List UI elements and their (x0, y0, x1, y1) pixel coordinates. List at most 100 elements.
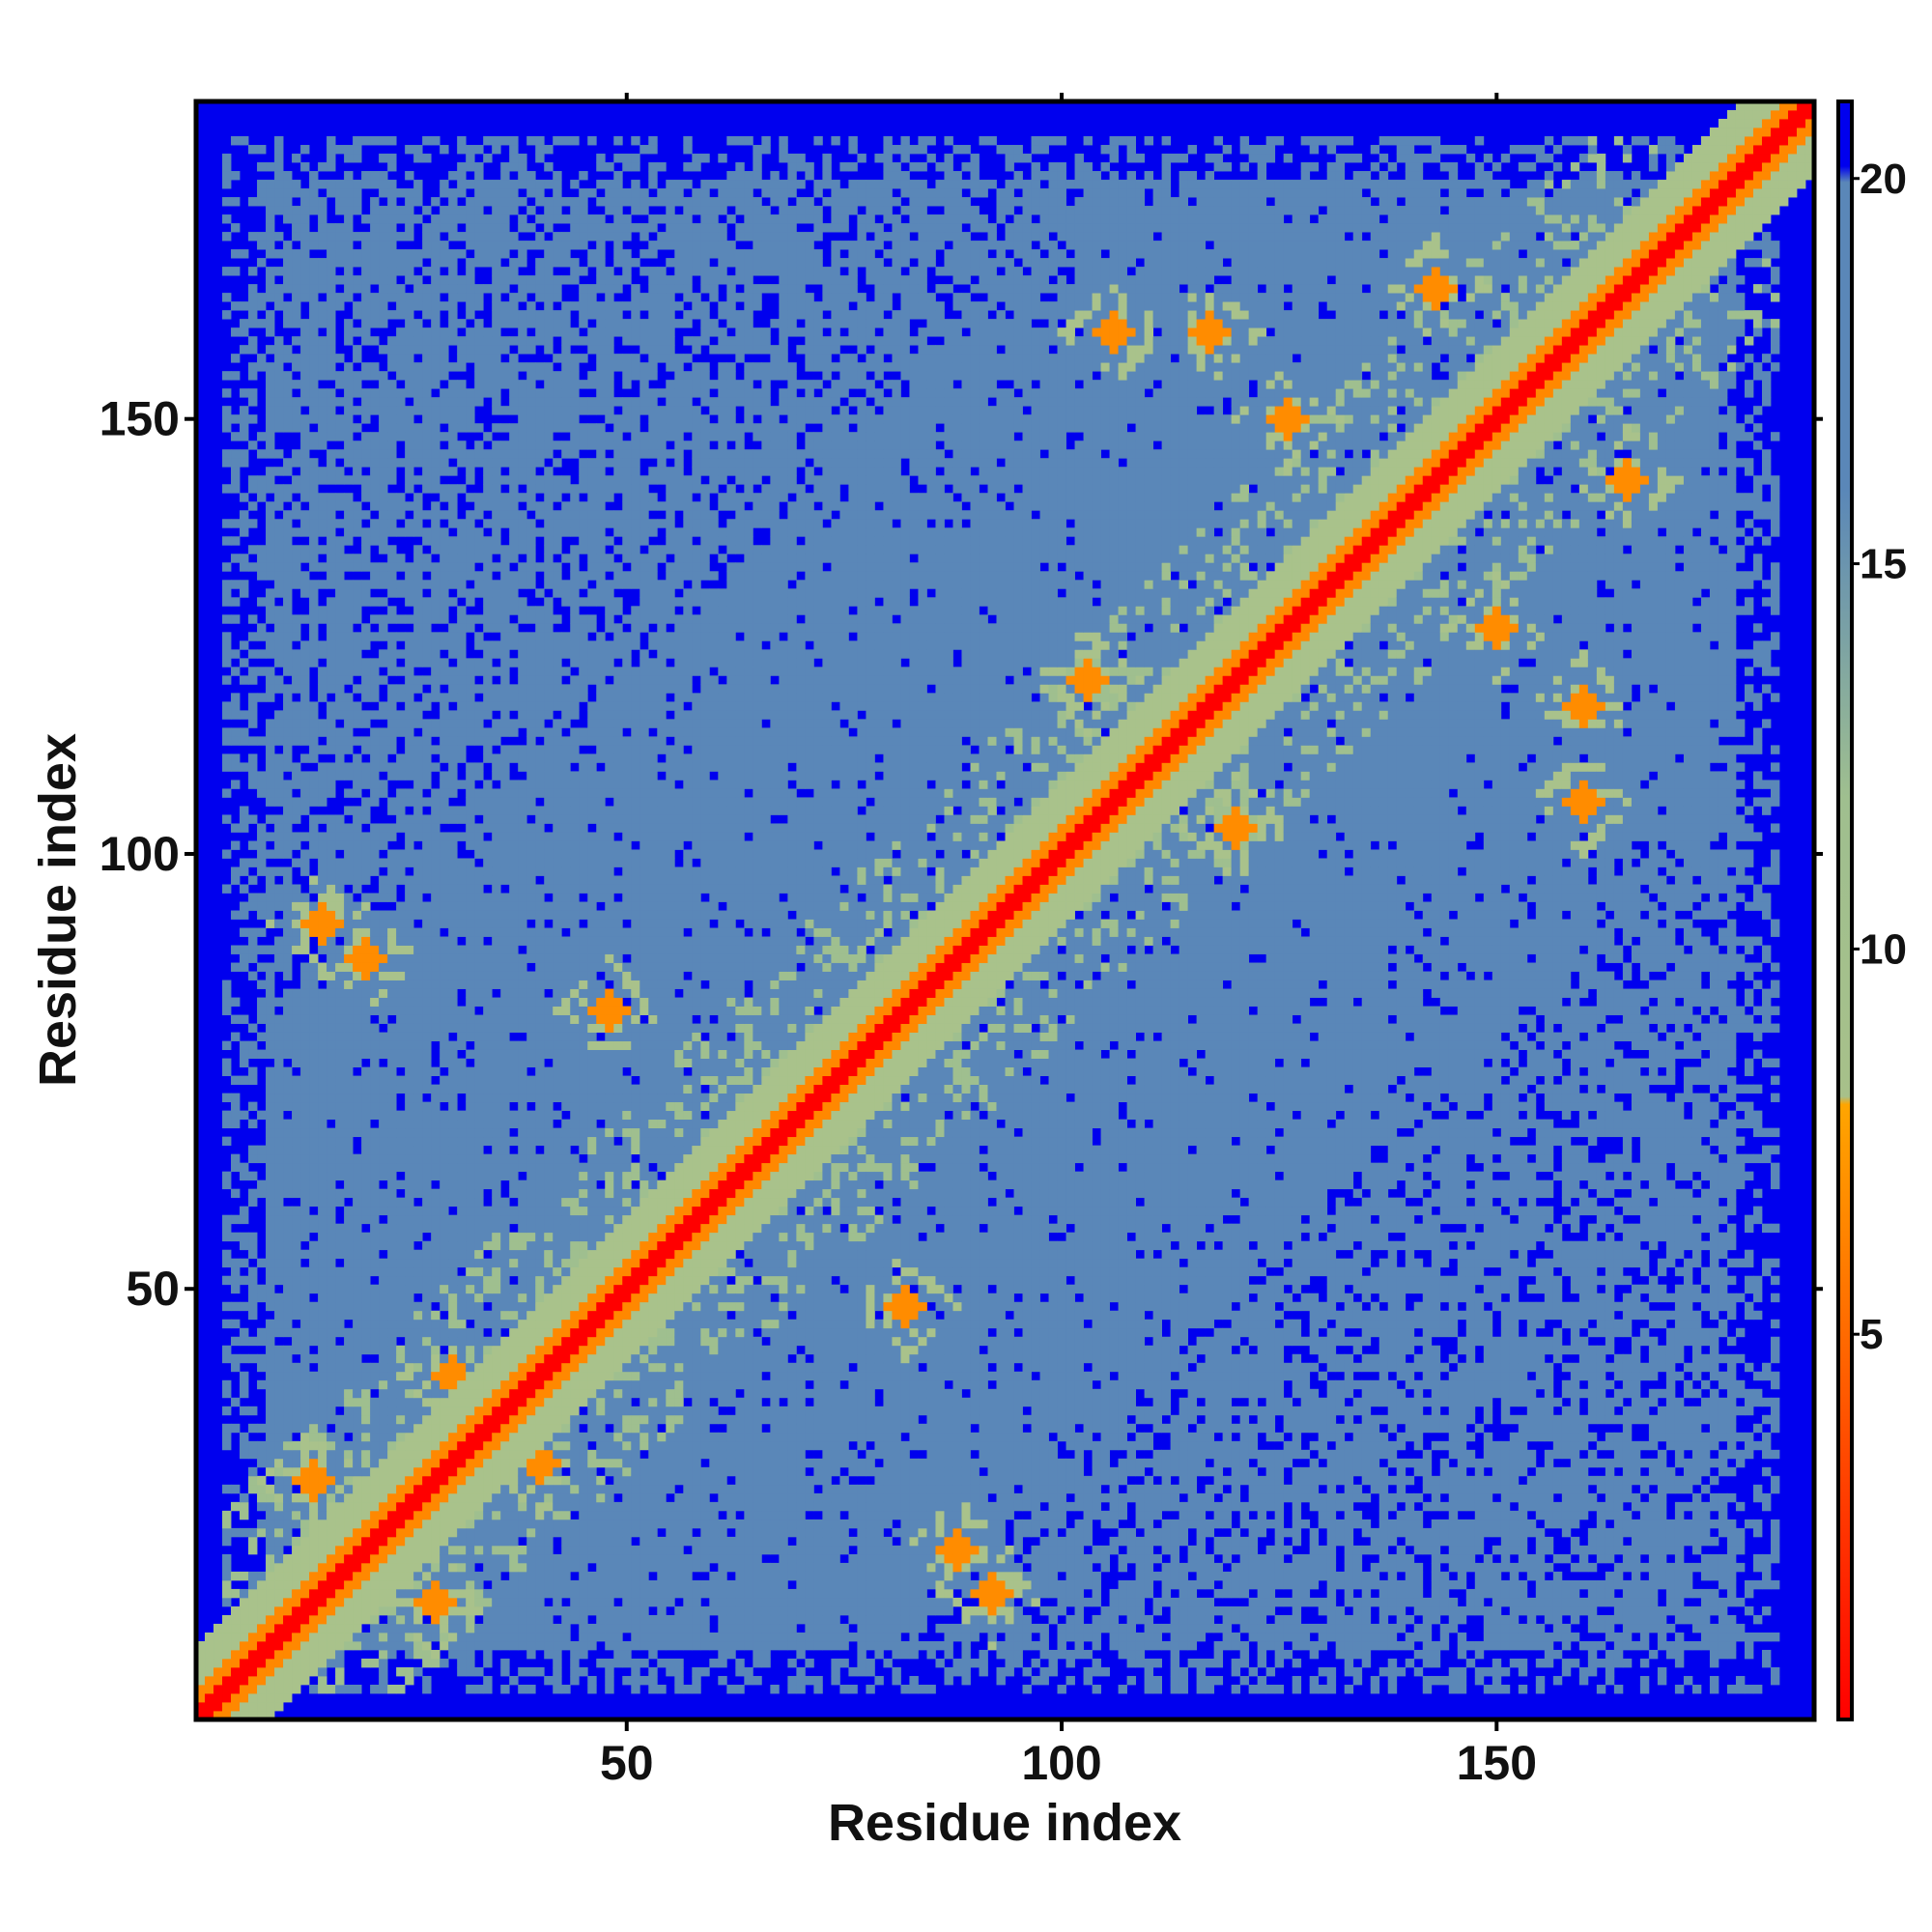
heatmap-cell (526, 1145, 536, 1155)
heatmap-cell (274, 1658, 284, 1668)
heatmap-cell (492, 1319, 501, 1329)
heatmap-cell (448, 1197, 458, 1208)
heatmap-cell (866, 1623, 875, 1634)
heatmap-cell (605, 1258, 614, 1268)
heatmap-cell (300, 1649, 310, 1660)
heatmap-cell (396, 1379, 406, 1390)
heatmap-cell (318, 1501, 327, 1512)
heatmap-cell (205, 1666, 214, 1677)
heatmap-cell (692, 1214, 701, 1225)
heatmap-cell (657, 1049, 667, 1059)
heatmap-cell (813, 1458, 823, 1468)
heatmap-cell (822, 1397, 832, 1407)
heatmap-cell (318, 1040, 327, 1050)
heatmap-cell (274, 1458, 284, 1468)
heatmap-cell (709, 1293, 719, 1303)
heatmap-cell (500, 1275, 510, 1286)
heatmap-cell (222, 1588, 232, 1599)
heatmap-cell (387, 1571, 397, 1581)
heatmap-cell (457, 1084, 467, 1094)
heatmap-cell (318, 1223, 327, 1234)
heatmap-cell (657, 1110, 667, 1121)
heatmap-cell (335, 1458, 345, 1468)
heatmap-cell (587, 1527, 597, 1538)
heatmap-cell (831, 1249, 840, 1260)
heatmap-cell (813, 1675, 823, 1686)
heatmap-cell (309, 1406, 319, 1416)
heatmap-cell (205, 1640, 214, 1651)
heatmap-cell (257, 1492, 267, 1503)
heatmap-cell (300, 1310, 310, 1321)
heatmap-cell (283, 1275, 293, 1286)
heatmap-cell (666, 1153, 675, 1164)
heatmap-cell (544, 1319, 554, 1329)
heatmap-cell (761, 1249, 771, 1260)
heatmap-cell (753, 1353, 762, 1364)
heatmap-cell (535, 1510, 545, 1520)
heatmap-cell (535, 1632, 545, 1642)
heatmap-cell (509, 1058, 519, 1067)
heatmap-cell (587, 1127, 597, 1138)
heatmap-cell (683, 1084, 693, 1094)
heatmap-cell (379, 1510, 388, 1520)
heatmap-cell (726, 1492, 736, 1503)
heatmap-cell (674, 1197, 684, 1208)
heatmap-cell (613, 1145, 623, 1155)
heatmap-cell (274, 1562, 284, 1573)
heatmap-cell (518, 1275, 527, 1286)
heatmap-cell (666, 1623, 675, 1634)
heatmap-cell (605, 1336, 614, 1347)
heatmap-cell (709, 1466, 719, 1477)
heatmap-cell (561, 1362, 571, 1373)
heatmap-cell (422, 1675, 432, 1686)
heatmap-cell (553, 1423, 562, 1434)
heatmap-cell (283, 1675, 293, 1686)
heatmap-cell (327, 1632, 336, 1642)
heatmap-cell (309, 1093, 319, 1103)
heatmap-cell (457, 1510, 467, 1520)
heatmap-cell (405, 1614, 414, 1625)
heatmap-cell (770, 1206, 780, 1216)
heatmap-cell (500, 1492, 510, 1503)
heatmap-cell (692, 1623, 701, 1634)
heatmap-cell (648, 1501, 658, 1512)
heatmap-cell (344, 1536, 354, 1547)
heatmap-cell (509, 1640, 519, 1651)
heatmap-cell (283, 1362, 293, 1373)
heatmap-cell (561, 1093, 571, 1103)
heatmap-cell (761, 1171, 771, 1181)
heatmap-cell (561, 1266, 571, 1277)
heatmap-cell (448, 1449, 458, 1460)
heatmap-cell (726, 1623, 736, 1634)
heatmap-cell (718, 1458, 727, 1468)
heatmap-cell (292, 1284, 301, 1294)
heatmap-cell (735, 1492, 745, 1503)
heatmap-cell (579, 1588, 588, 1599)
heatmap-cell (796, 1214, 806, 1225)
heatmap-cell (866, 1553, 875, 1564)
heatmap-cell (622, 1293, 632, 1303)
heatmap-cell (831, 1379, 840, 1390)
heatmap-cell (587, 1171, 597, 1181)
heatmap-cell (492, 1084, 501, 1094)
heatmap-cell (318, 1110, 327, 1121)
heatmap-cell (483, 1562, 493, 1573)
heatmap-cell (648, 1588, 658, 1599)
heatmap-cell (779, 1049, 788, 1059)
heatmap-cell (544, 1562, 554, 1573)
heatmap-cell (492, 1579, 501, 1590)
heatmap-cell (483, 1293, 493, 1303)
heatmap-cell (857, 1397, 867, 1407)
heatmap-cell (770, 1484, 780, 1494)
heatmap-cell (283, 1501, 293, 1512)
heatmap-cell (761, 1501, 771, 1512)
heatmap-cell (240, 1058, 249, 1067)
heatmap-cell (318, 1214, 327, 1225)
heatmap-cell (544, 1084, 554, 1094)
heatmap-cell (318, 1475, 327, 1486)
heatmap-cell (587, 1258, 597, 1268)
heatmap-cell (292, 1266, 301, 1277)
heatmap-cell (579, 1049, 588, 1059)
heatmap-cell (361, 1119, 371, 1129)
heatmap-cell (492, 1240, 501, 1251)
